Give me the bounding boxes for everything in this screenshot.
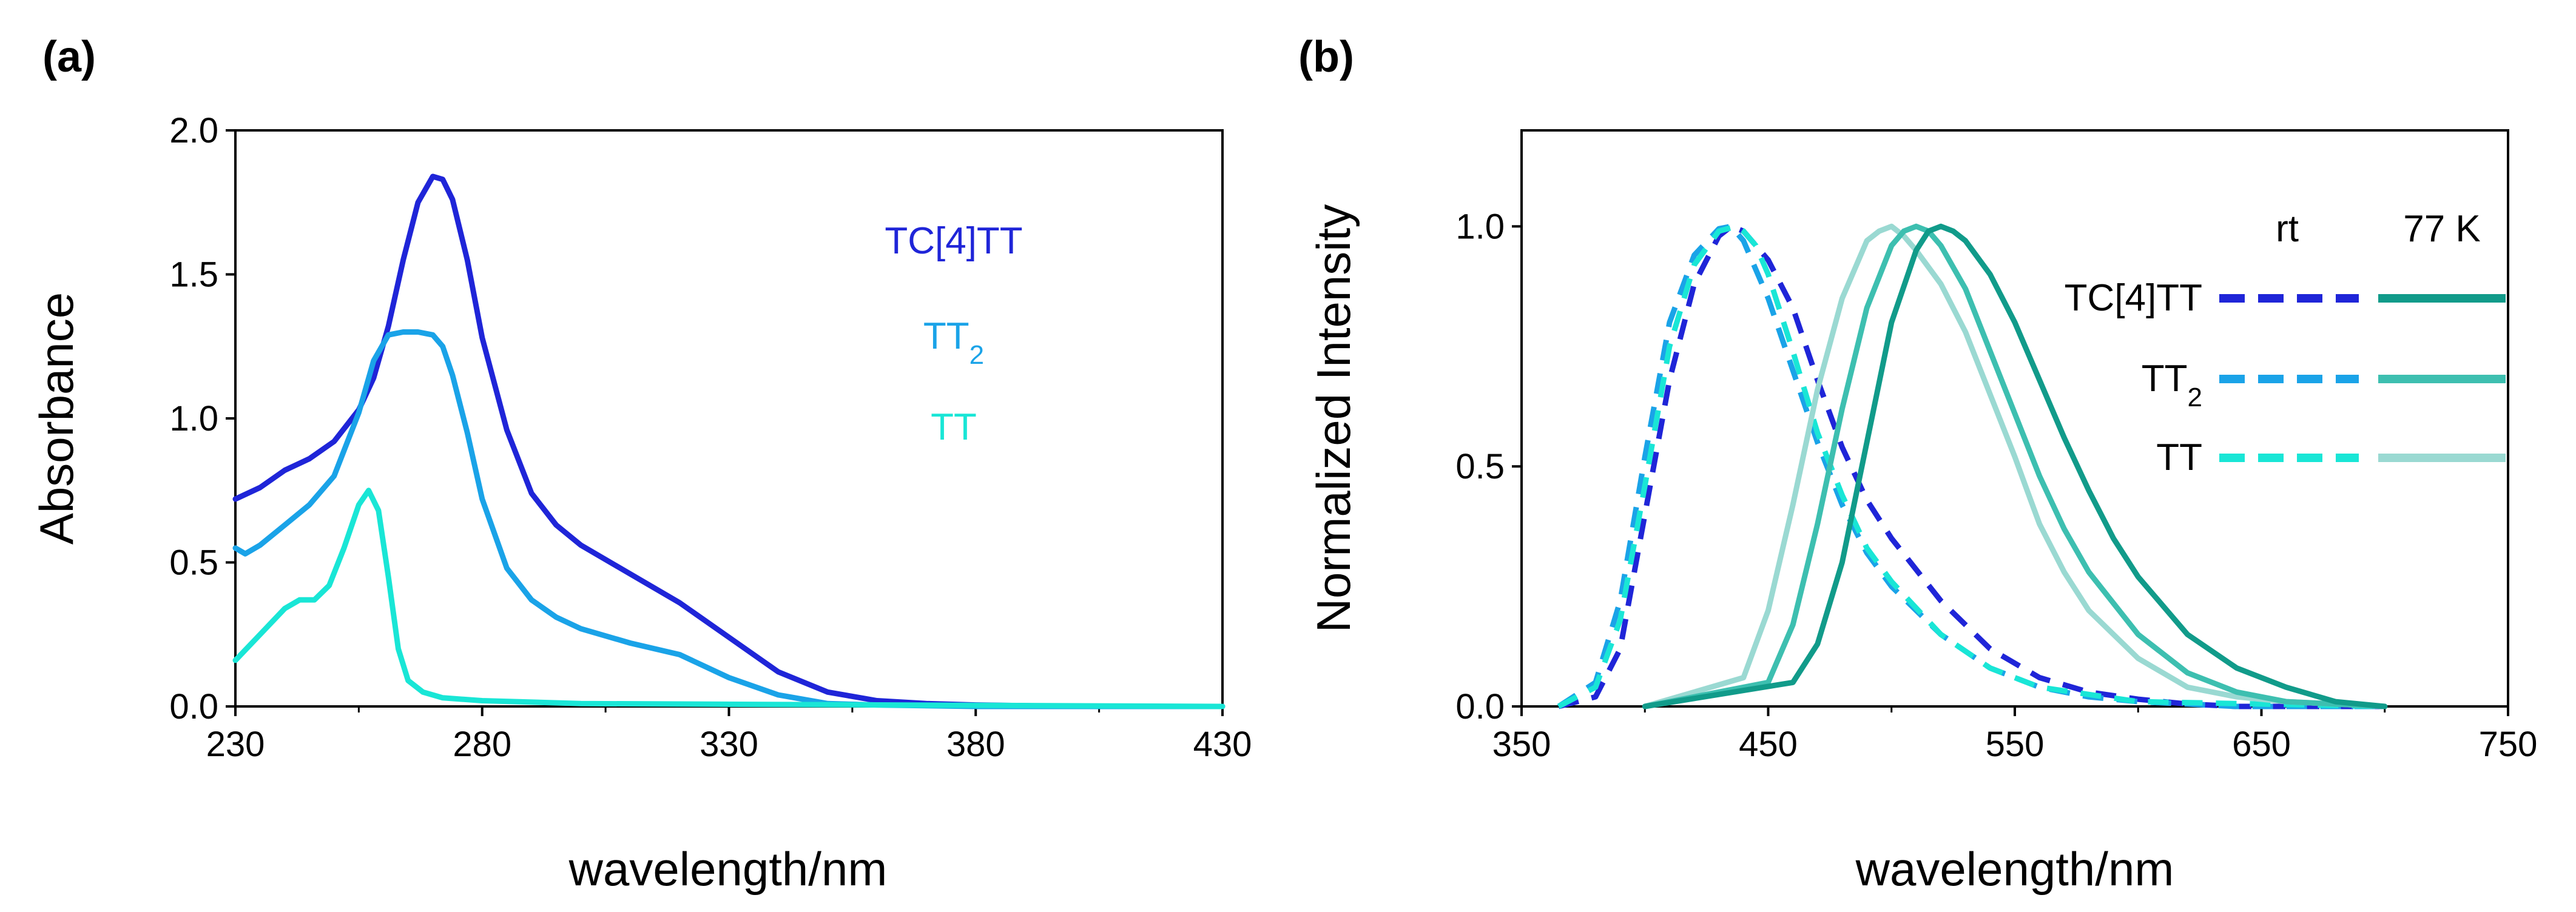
x-tick-label: 230 (206, 725, 265, 764)
panel-b-ticks: 350 450 550 650 750 0.0 0.5 1.0 (1455, 207, 2537, 764)
panel-a-y-axis-label: Absorbance (30, 292, 83, 545)
y-tick-label: 1.0 (1455, 207, 1505, 246)
y-tick-label: 1.0 (169, 399, 218, 438)
series-line-tt-rt (1557, 223, 2385, 709)
panel-b-x-axis-label: wavelength/nm (1855, 842, 2174, 896)
series-line-tt2s-77-k (1642, 223, 2388, 709)
panel-b-y-axis-label: Normalized Intensity (1307, 204, 1360, 633)
series-line-tt-77-k (1642, 223, 2388, 709)
panel-b-label: (b) (1298, 33, 1354, 81)
legend-label: TT2 (923, 315, 984, 370)
x-tick-label: 430 (1193, 725, 1252, 764)
x-tick-label: 650 (2232, 725, 2291, 764)
x-tick-label: 330 (700, 725, 758, 764)
y-tick-label: 2.0 (169, 111, 218, 150)
series-line-tc-4-tt-rt (1557, 223, 2385, 709)
x-tick-label: 750 (2479, 725, 2538, 764)
y-tick-label: 1.5 (169, 255, 218, 295)
x-tick-label: 450 (1739, 725, 1798, 764)
legend-header-rt: rt (2276, 208, 2299, 250)
panel-a-x-axis-label: wavelength/nm (568, 842, 888, 896)
panel-a-label: (a) (42, 33, 96, 81)
panel-b-series (1557, 223, 2388, 709)
legend-entry-label: TT2 (2142, 358, 2202, 412)
panel-a-series (232, 173, 1226, 709)
panel-a-legend: TC[4]TT TT2 TT (885, 220, 1022, 448)
legend-label: TT (931, 406, 977, 448)
legend-header-77k: 77 K (2403, 208, 2481, 250)
y-tick-label: 0.5 (1455, 447, 1505, 486)
x-tick-label: 280 (453, 725, 511, 764)
x-tick-label: 380 (946, 725, 1005, 764)
legend-entry-label: TT (2156, 437, 2202, 478)
series-line-tt (232, 488, 1226, 709)
legend-label: TC[4]TT (885, 220, 1022, 262)
y-tick-label: 0.5 (169, 543, 218, 583)
legend-entry-label: TC[4]TT (2065, 277, 2202, 319)
panel-a-ticks: 230 280 330 380 430 0.0 0.5 1.0 1.5 2.0 (169, 111, 1252, 764)
x-tick-label: 550 (1986, 725, 2045, 764)
series-line-tc-4-tt-77-k (1642, 223, 2388, 709)
panel-a-plot-frame (234, 129, 1224, 708)
y-tick-label: 0.0 (1455, 687, 1505, 726)
x-tick-label: 350 (1492, 725, 1551, 764)
series-line-tt2s (232, 329, 1226, 709)
panel-b-legend: rt 77 K TC[4]TT TT2 TT (2065, 208, 2506, 478)
y-tick-label: 0.0 (169, 687, 218, 726)
series-line-tc-4-tt (232, 173, 1226, 709)
